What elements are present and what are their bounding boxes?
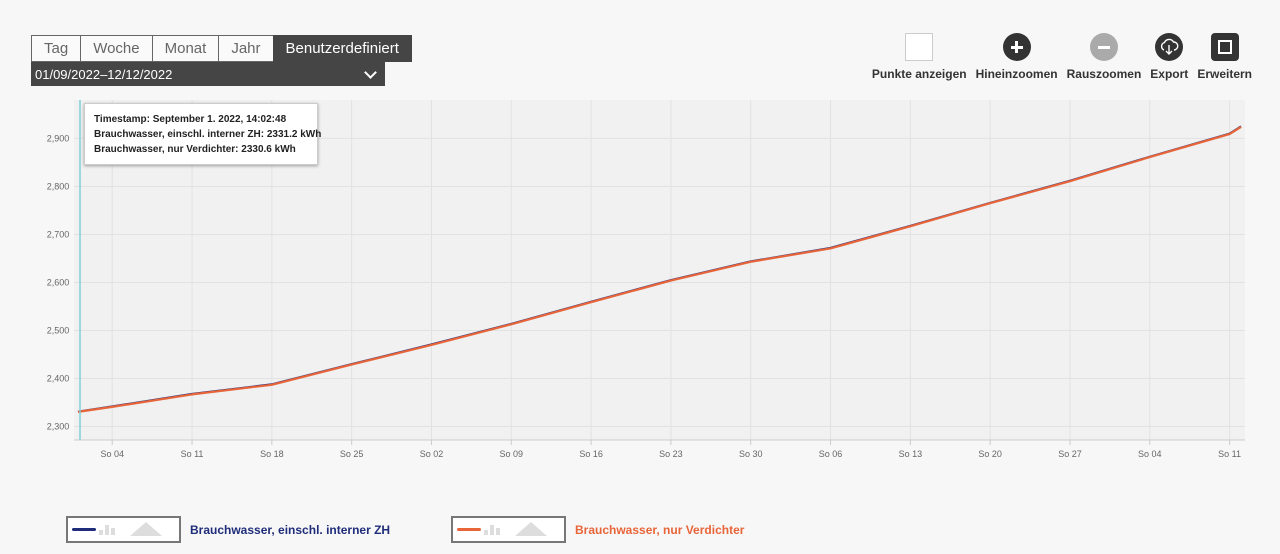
zoom-out-button[interactable]: Rauszoomen: [1066, 33, 1142, 81]
minus-icon: [1089, 33, 1118, 61]
y-tick-label: 2,600: [47, 277, 70, 287]
expand-button[interactable]: Erweitern: [1197, 33, 1252, 81]
date-range-dropdown[interactable]: 01/09/2022–12/12/2022: [31, 62, 385, 86]
x-tick-label: So 23: [659, 449, 683, 459]
zoom-in-button[interactable]: Hineinzoomen: [976, 33, 1058, 81]
x-tick-label: So 11: [181, 449, 204, 459]
fullscreen-icon: [1210, 33, 1239, 61]
zoom-out-label: Rauszoomen: [1066, 67, 1142, 81]
series-line-2[interactable]: [77, 125, 1242, 413]
chart-toolbar: Punkte anzeigen Hineinzoomen Rauszoomen …: [863, 33, 1252, 81]
tab-day[interactable]: Tag: [31, 35, 82, 62]
area-series-icon: [130, 522, 162, 536]
y-tick-label: 2,300: [47, 422, 70, 432]
y-tick-label: 2,400: [47, 374, 70, 384]
tab-week[interactable]: Woche: [80, 35, 153, 62]
tooltip-series-1-value: Brauchwasser, einschl. interner ZH: 2331…: [94, 129, 322, 140]
x-tick-label: So 09: [500, 449, 524, 459]
y-tick-label: 2,900: [47, 133, 70, 143]
chart-tooltip: Timestamp: September 1. 2022, 14:02:48 B…: [84, 103, 322, 165]
x-tick-label: So 11: [1218, 449, 1241, 459]
x-tick-label: So 27: [1058, 449, 1082, 459]
tooltip-series-2-value: Brauchwasser, nur Verdichter: 2330.6 kWh: [94, 144, 296, 155]
legend-item-series-2[interactable]: Brauchwasser, nur Verdichter: [451, 516, 744, 543]
legend-series-1-label: Brauchwasser, einschl. interner ZH: [190, 522, 391, 537]
zoom-in-label: Hineinzoomen: [975, 67, 1058, 81]
x-tick-label: So 04: [100, 449, 124, 459]
x-tick-label: So 16: [579, 449, 603, 459]
x-tick-label: So 13: [899, 449, 923, 459]
legend-item-series-1[interactable]: Brauchwasser, einschl. interner ZH: [66, 516, 390, 543]
x-tick-label: So 25: [340, 449, 364, 459]
x-tick-label: So 18: [260, 449, 284, 459]
area-series-icon: [515, 522, 547, 536]
show-points-toggle[interactable]: Punkte anzeigen: [872, 33, 967, 81]
line-series-icon: [457, 528, 481, 531]
bar-series-icon: [99, 525, 117, 535]
y-tick-label: 2,800: [47, 181, 70, 191]
x-tick-label: So 06: [819, 449, 843, 459]
legend-series-2-label: Brauchwasser, nur Verdichter: [575, 522, 745, 537]
show-points-label: Punkte anzeigen: [871, 67, 967, 81]
period-tabs: Tag Woche Monat Jahr Benutzerdefiniert: [31, 35, 412, 62]
tab-month[interactable]: Monat: [151, 35, 220, 62]
legend-series-2-toggle[interactable]: [451, 516, 566, 543]
tooltip-timestamp: Timestamp: September 1. 2022, 14:02:48: [94, 114, 287, 125]
y-tick-label: 2,700: [47, 229, 70, 239]
cloud-download-icon: [1155, 33, 1184, 61]
expand-label: Erweitern: [1197, 67, 1252, 81]
checkbox-icon[interactable]: [905, 33, 934, 61]
x-tick-label: So 02: [420, 449, 444, 459]
x-tick-label: So 04: [1138, 449, 1162, 459]
export-label: Export: [1150, 67, 1189, 81]
bar-series-icon: [484, 525, 502, 535]
line-series-icon: [72, 528, 96, 531]
x-tick-label: So 30: [739, 449, 763, 459]
date-range-label: 01/09/2022–12/12/2022: [35, 66, 173, 82]
plus-icon: [1002, 33, 1031, 61]
export-button[interactable]: Export: [1150, 33, 1188, 81]
y-tick-label: 2,500: [47, 326, 70, 336]
x-tick-label: So 20: [978, 449, 1002, 459]
tab-year[interactable]: Jahr: [218, 35, 274, 62]
legend-series-1-toggle[interactable]: [66, 516, 181, 543]
tab-custom[interactable]: Benutzerdefiniert: [272, 35, 412, 62]
